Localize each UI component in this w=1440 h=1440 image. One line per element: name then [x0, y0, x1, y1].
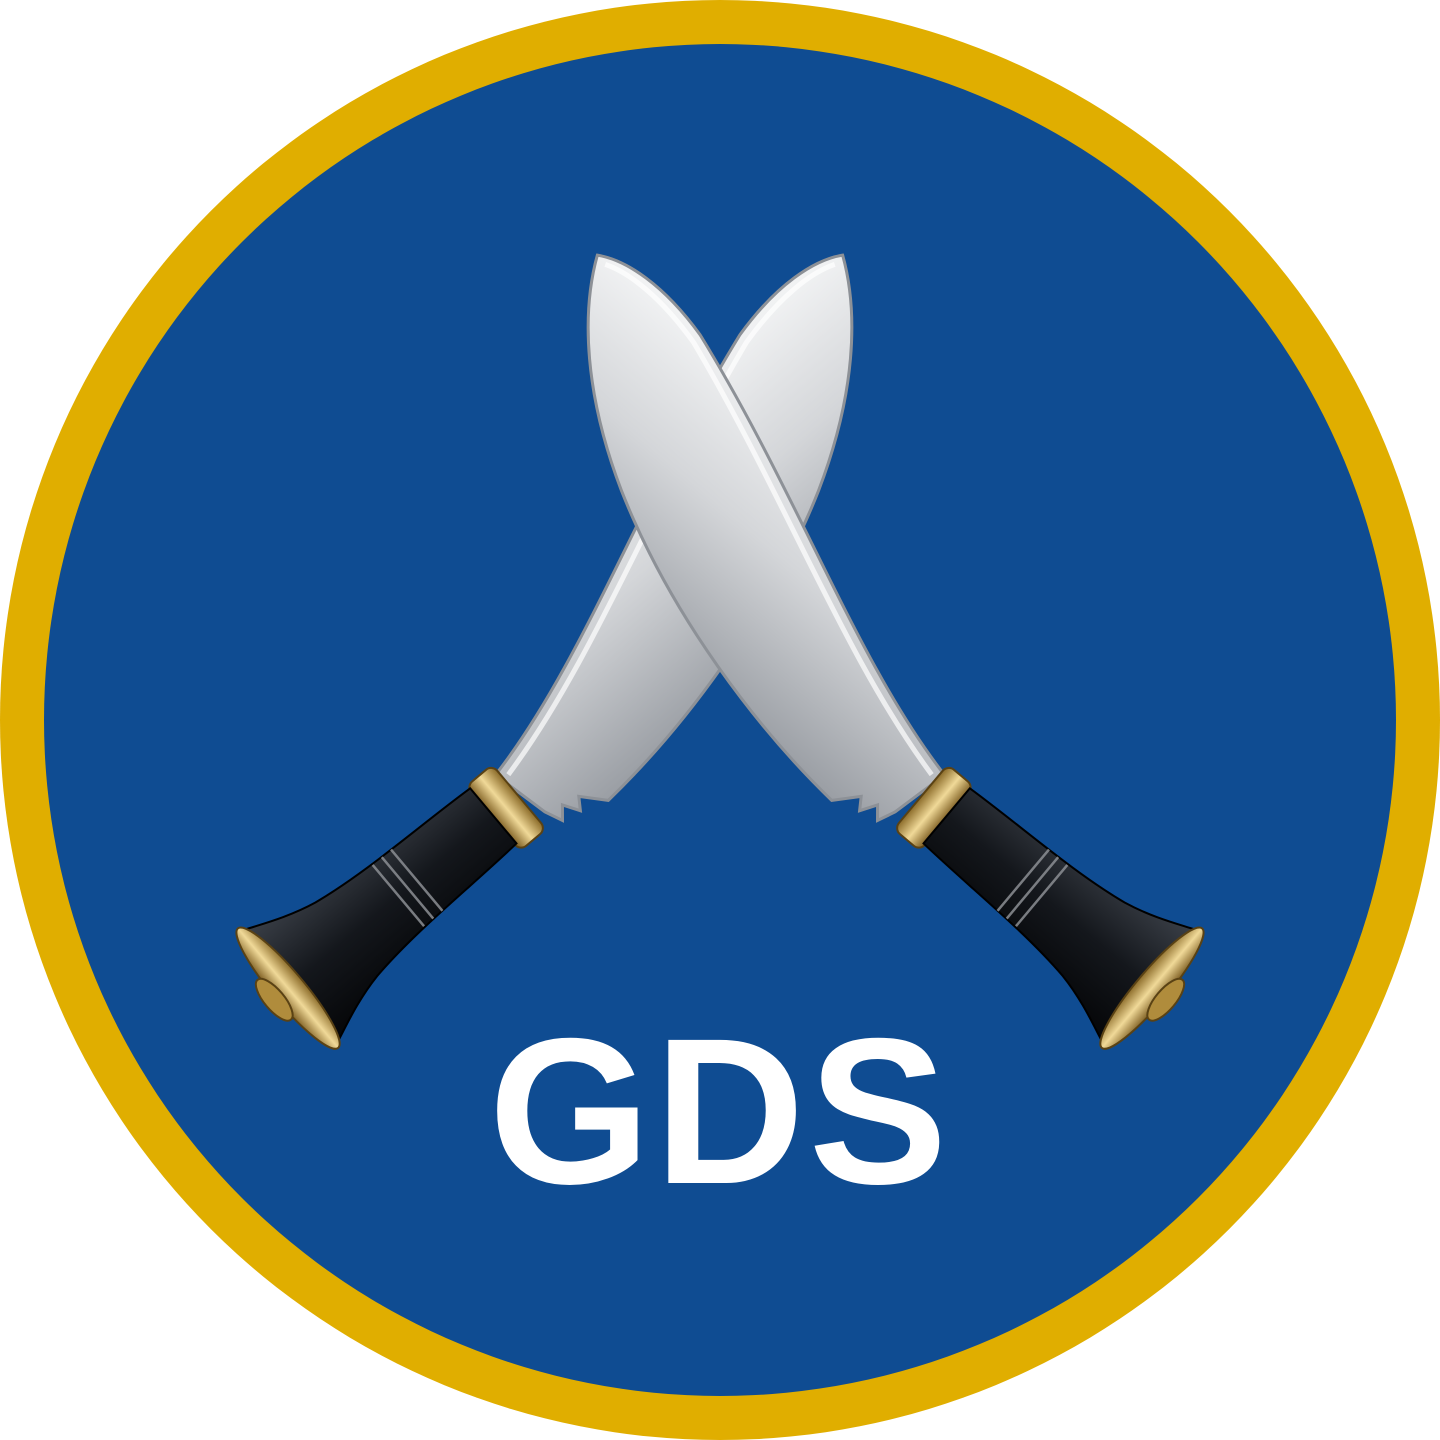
blue-field	[44, 44, 1396, 1396]
badge-text: GDS	[488, 996, 952, 1228]
